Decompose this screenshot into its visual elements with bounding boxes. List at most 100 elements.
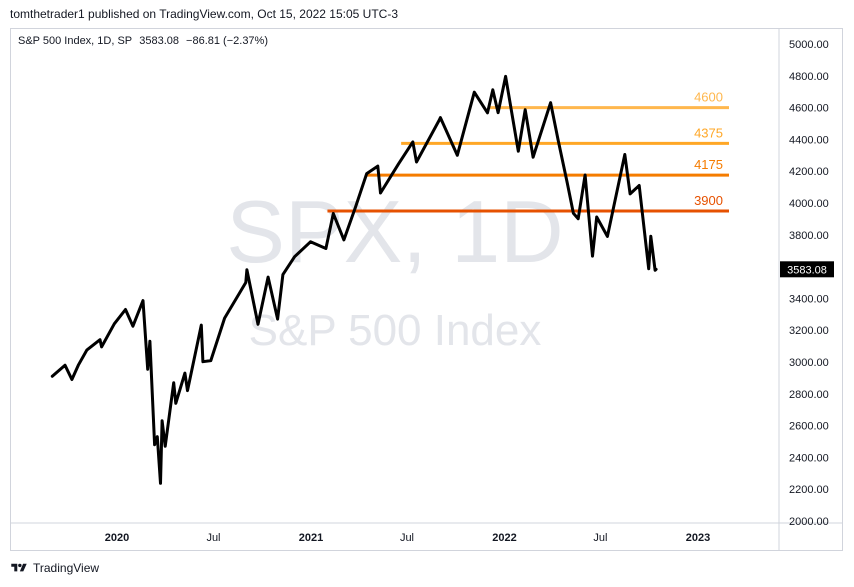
y-tick-label: 5000.00 [789, 39, 829, 51]
x-tick-label: Jul [400, 532, 414, 544]
y-tick-label: 3400.00 [789, 293, 829, 305]
y-tick-label: 4000.00 [789, 198, 829, 210]
y-tick-label: 2600.00 [789, 421, 829, 433]
price-point [209, 359, 212, 362]
y-tick-label: 2200.00 [789, 484, 829, 496]
price-point [113, 322, 116, 325]
price-point [164, 445, 167, 448]
last-price-badge [780, 261, 834, 278]
price-point [281, 273, 285, 276]
price-point [63, 364, 67, 367]
price-point [172, 381, 175, 384]
price-point [649, 235, 652, 238]
price-point [100, 345, 103, 349]
price-point [70, 378, 74, 381]
price-point [517, 150, 520, 153]
y-tick-label: 4600.00 [789, 103, 829, 115]
price-point [183, 371, 187, 375]
y-tick-label: 2800.00 [789, 389, 829, 401]
level-label-4175: 4175 [694, 157, 723, 172]
price-point [200, 323, 203, 327]
price-point [438, 118, 441, 122]
price-point [85, 348, 89, 352]
price-point [266, 275, 270, 279]
x-tick-label: 2021 [299, 532, 323, 544]
price-point [124, 308, 127, 311]
x-tick-label: Jul [593, 532, 607, 544]
price-point [51, 375, 54, 378]
y-tick-label: 4400.00 [789, 134, 829, 146]
y-tick-label: 2400.00 [789, 452, 829, 464]
price-point [606, 235, 609, 238]
price-point [244, 281, 247, 284]
price-point [98, 338, 102, 341]
level-label-4600: 4600 [694, 90, 723, 105]
price-point [342, 238, 346, 242]
price-point [572, 212, 575, 215]
price-point [524, 108, 527, 111]
y-tick-label: 4800.00 [789, 71, 829, 83]
price-point [245, 268, 249, 271]
y-tick-label: 4200.00 [789, 166, 829, 178]
price-point [186, 389, 189, 392]
price-point [491, 88, 494, 92]
price-point [654, 268, 658, 271]
price-point [376, 164, 379, 168]
y-tick-label: 2000.00 [789, 516, 829, 528]
x-tick-label: Jul [206, 532, 220, 544]
price-point [411, 140, 414, 144]
price-point [365, 172, 368, 175]
legend-symbol: S&P 500 Index, 1D, SP [18, 35, 133, 47]
price-point [379, 191, 382, 195]
price-point [591, 254, 594, 258]
x-tick-label: 2020 [105, 532, 129, 544]
last-price-label: 3583.08 [787, 264, 827, 276]
price-point [628, 192, 632, 196]
price-point [565, 181, 569, 184]
price-point [131, 325, 135, 328]
price-point [293, 255, 296, 258]
watermark-name: S&P 500 Index [249, 306, 542, 355]
price-point [638, 184, 641, 187]
price-point [583, 173, 587, 177]
price-point [324, 247, 328, 250]
price-point [486, 111, 489, 115]
price-point [439, 116, 442, 119]
x-tick-label: 2023 [686, 532, 710, 544]
price-point [174, 402, 177, 405]
y-tick-label: 3800.00 [789, 230, 829, 242]
tradingview-logo-icon [11, 563, 27, 572]
price-point [456, 154, 459, 157]
price-point [473, 91, 476, 94]
price-point [647, 267, 650, 270]
legend-price: 3583.08 [139, 35, 179, 47]
x-tick-label: 2022 [492, 532, 516, 544]
footer: TradingView [10, 561, 99, 575]
price-point [496, 111, 500, 114]
level-label-4375: 4375 [694, 125, 723, 140]
legend-change: −86.81 (−2.37%) [186, 35, 268, 47]
price-point [504, 75, 507, 78]
price-point [595, 215, 598, 219]
publisher-caption: tomthetrader1 published on TradingView.c… [10, 7, 399, 21]
price-point [549, 101, 552, 104]
price-point [223, 316, 226, 320]
watermark-symbol: SPX, 1D [226, 182, 563, 281]
price-point [146, 368, 149, 371]
price-point [332, 212, 335, 215]
price-point [201, 360, 205, 363]
price-point [141, 299, 145, 302]
price-point [153, 443, 156, 446]
price-point [309, 240, 312, 243]
price-point [276, 317, 279, 321]
price-point [159, 482, 162, 485]
symbol-legend: S&P 500 Index, 1D, SP 3583.08 −86.81 (−2… [18, 35, 272, 47]
price-point [148, 340, 152, 343]
price-point [397, 162, 400, 166]
price-point [256, 323, 260, 326]
level-label-3900: 3900 [694, 193, 723, 208]
price-point [77, 364, 80, 367]
price-point [531, 156, 535, 159]
price-point [354, 205, 357, 209]
